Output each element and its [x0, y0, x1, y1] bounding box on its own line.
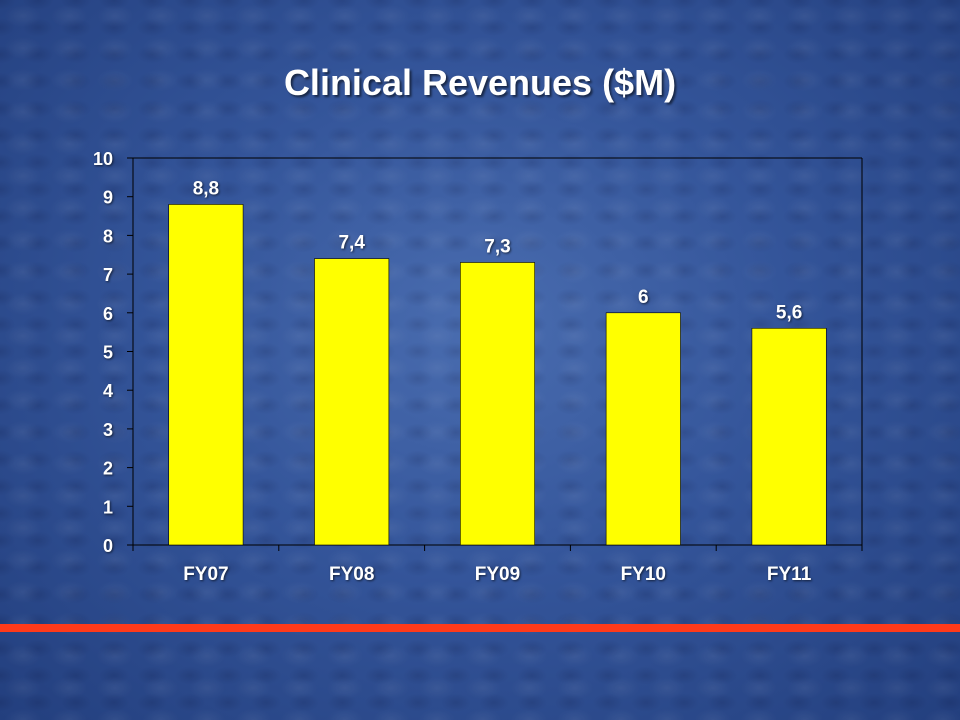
data-label: 8,8	[193, 178, 219, 199]
y-tick-label: 0	[103, 536, 113, 556]
y-tick-label: 2	[103, 459, 113, 479]
data-label: 7,4	[338, 233, 365, 254]
x-category-label: FY10	[621, 564, 666, 585]
chart-bars	[168, 204, 827, 546]
bar-fy10	[605, 312, 681, 546]
y-tick-label: 3	[103, 420, 113, 440]
x-category-label: FY07	[183, 564, 228, 585]
x-category-label: FY11	[767, 564, 812, 585]
y-tick-label: 7	[103, 265, 113, 285]
chart-labels: 0 1 2 3 4 5 6 7 8 9 10 8,8 FY07 7,4 FY08 7,3 FY09 6 FY10 5,…	[93, 149, 812, 585]
bar-fy08	[314, 258, 390, 546]
data-label: 7,3	[484, 236, 510, 257]
y-tick-label: 9	[103, 188, 113, 208]
x-category-label: FY09	[475, 564, 520, 585]
footer-accent-line	[0, 624, 960, 632]
y-tick-label: 10	[93, 149, 113, 169]
y-tick-label: 8	[103, 226, 113, 246]
y-tick-label: 4	[103, 381, 113, 401]
bar-fy07	[168, 204, 244, 546]
y-tick-label: 6	[103, 304, 113, 324]
y-tick-label: 1	[103, 497, 113, 517]
y-tick-label: 5	[103, 343, 113, 363]
bar-fy09	[460, 262, 535, 546]
chart-title: Clinical Revenues ($M)	[283, 62, 677, 103]
bar-fy11	[751, 327, 827, 546]
data-label: 6	[638, 287, 649, 308]
data-label: 5,6	[776, 302, 802, 323]
chart-axes	[127, 157, 863, 551]
x-category-label: FY08	[329, 564, 374, 585]
